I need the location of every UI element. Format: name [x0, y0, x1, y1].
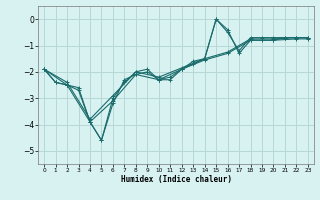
X-axis label: Humidex (Indice chaleur): Humidex (Indice chaleur) — [121, 175, 231, 184]
